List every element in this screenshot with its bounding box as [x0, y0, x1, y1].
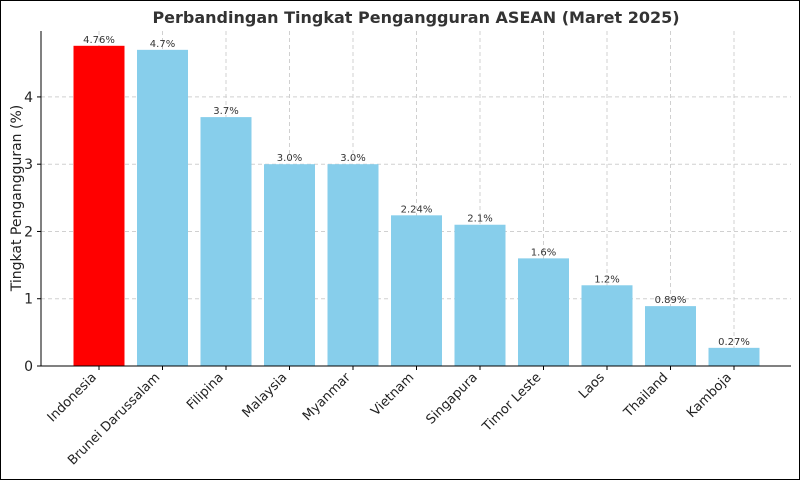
bar-vietnam: [391, 215, 442, 366]
data-label: 3.7%: [213, 106, 238, 117]
x-tick-label: Vietnam: [368, 370, 417, 419]
bar-filipina: [200, 117, 252, 366]
bar-laos: [581, 285, 633, 366]
bar-kamboja: [708, 347, 760, 366]
data-label: 4.7%: [150, 39, 175, 50]
x-tick-label: Indonesia: [45, 370, 100, 425]
chart-title: Perbandingan Tingkat Pengangguran ASEAN …: [152, 8, 679, 27]
data-label: 4.76%: [83, 35, 115, 46]
data-label: 0.27%: [718, 337, 750, 348]
data-label: 3.0%: [277, 153, 302, 164]
bar-singapura: [454, 224, 506, 366]
x-tick-label: Malaysia: [240, 370, 291, 421]
data-label: 0.89%: [655, 295, 687, 306]
x-tick-label: Singapura: [423, 370, 480, 427]
x-tick-label: Kamboja: [684, 370, 735, 421]
data-label: 3.0%: [340, 153, 365, 164]
bar-layer: [73, 45, 760, 367]
x-tick-label: Laos: [576, 370, 608, 402]
y-tick-label: 2: [24, 224, 33, 240]
bar-timor-leste: [518, 258, 569, 366]
bar-myanmar: [327, 164, 379, 366]
y-tick-label: 1: [24, 292, 33, 308]
y-tick-label: 3: [24, 157, 33, 173]
y-tick-label: 0: [24, 359, 33, 375]
bar-brunei-darussalam: [137, 49, 188, 367]
data-label: 1.2%: [594, 274, 619, 285]
data-label: 1.6%: [531, 247, 556, 258]
x-tick-label: Filipina: [184, 370, 227, 413]
data-label: 2.24%: [401, 204, 433, 215]
data-label: 2.1%: [467, 214, 492, 225]
x-tick-label: Myanmar: [300, 370, 354, 424]
bar-indonesia: [73, 45, 125, 367]
x-tick-label: Timor Leste: [479, 370, 544, 435]
y-tick-label: 4: [24, 90, 33, 106]
y-tick-layer: 0 1 2 3 4: [24, 90, 41, 375]
x-tick-label: Thailand: [621, 370, 672, 421]
bar-thailand: [645, 306, 696, 366]
y-axis-label: Tingkat Pengangguran (%): [9, 105, 25, 292]
data-label-layer: 4.76% 4.7% 3.7% 3.0% 3.0% 2.24% 2.1% 1.6% 1.2% 0.…: [83, 35, 750, 348]
bar-malaysia: [264, 164, 315, 366]
